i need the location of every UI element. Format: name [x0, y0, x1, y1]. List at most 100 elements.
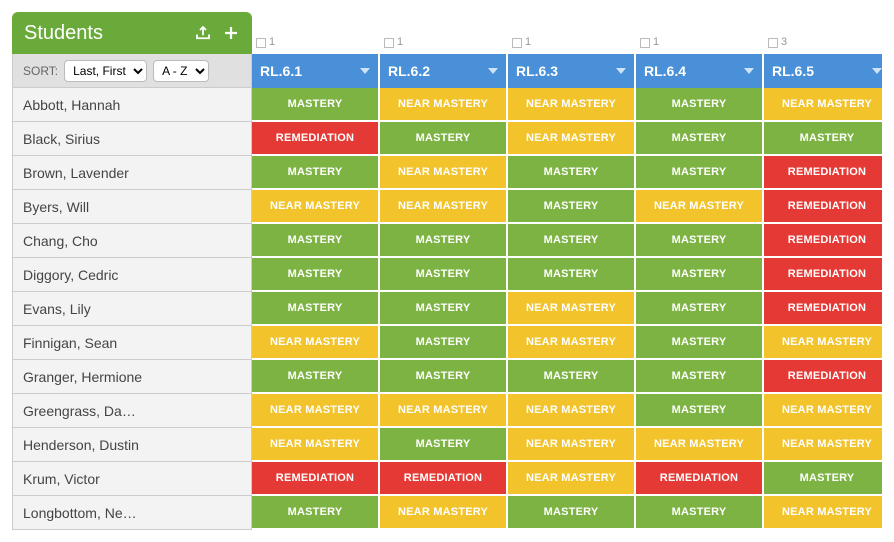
mastery-cell[interactable]: NEAR MASTERY [764, 326, 882, 360]
mastery-cell[interactable]: MASTERY [636, 496, 764, 530]
student-name-cell[interactable]: Chang, Cho [12, 224, 252, 258]
chevron-down-icon[interactable] [360, 68, 370, 74]
export-icon[interactable] [194, 24, 212, 42]
mastery-cell[interactable]: MASTERY [380, 360, 508, 394]
mastery-cell[interactable]: NEAR MASTERY [508, 394, 636, 428]
student-name-cell[interactable]: Evans, Lily [12, 292, 252, 326]
chevron-down-icon[interactable] [872, 68, 882, 74]
mastery-cell[interactable]: NEAR MASTERY [764, 394, 882, 428]
chevron-down-icon[interactable] [488, 68, 498, 74]
mastery-cell[interactable]: NEAR MASTERY [636, 190, 764, 224]
mastery-cell[interactable]: NEAR MASTERY [636, 428, 764, 462]
mastery-cell[interactable]: NEAR MASTERY [252, 394, 380, 428]
mastery-cell[interactable]: NEAR MASTERY [764, 496, 882, 530]
mastery-cell[interactable]: MASTERY [380, 326, 508, 360]
mastery-cell[interactable]: MASTERY [508, 190, 636, 224]
mastery-cell[interactable]: MASTERY [380, 258, 508, 292]
student-name-cell[interactable]: Granger, Hermione [12, 360, 252, 394]
mastery-cell[interactable]: MASTERY [764, 122, 882, 156]
mastery-cell[interactable]: NEAR MASTERY [508, 428, 636, 462]
checkbox-icon[interactable] [768, 38, 778, 48]
mastery-cell[interactable]: MASTERY [636, 360, 764, 394]
students-title: Students [24, 22, 103, 45]
student-name-cell[interactable]: Longbottom, Ne… [12, 496, 252, 530]
mastery-cell[interactable]: MASTERY [252, 496, 380, 530]
chevron-down-icon[interactable] [744, 68, 754, 74]
mastery-cell[interactable]: NEAR MASTERY [380, 496, 508, 530]
standard-header[interactable]: RL.6.3 [508, 54, 636, 88]
mastery-cell[interactable]: MASTERY [636, 224, 764, 258]
mastery-cell[interactable]: MASTERY [508, 258, 636, 292]
mastery-cell[interactable]: MASTERY [252, 360, 380, 394]
mastery-cell[interactable]: MASTERY [508, 496, 636, 530]
student-name-cell[interactable]: Black, Sirius [12, 122, 252, 156]
standard-header[interactable]: RL.6.1 [252, 54, 380, 88]
checkbox-icon[interactable] [512, 38, 522, 48]
mastery-cell[interactable]: MASTERY [508, 360, 636, 394]
mastery-cell[interactable]: NEAR MASTERY [252, 190, 380, 224]
checkbox-icon[interactable] [256, 38, 266, 48]
mastery-cell[interactable]: MASTERY [380, 428, 508, 462]
mastery-cell[interactable]: REMEDIATION [764, 360, 882, 394]
mastery-cell[interactable]: MASTERY [380, 224, 508, 258]
standard-header[interactable]: RL.6.2 [380, 54, 508, 88]
header-icons [194, 24, 240, 42]
standard-header[interactable]: RL.6.4 [636, 54, 764, 88]
mastery-cell[interactable]: MASTERY [252, 292, 380, 326]
checkbox-icon[interactable] [640, 38, 650, 48]
mastery-cell[interactable]: NEAR MASTERY [380, 394, 508, 428]
standard-header[interactable]: RL.6.5 [764, 54, 882, 88]
mastery-cell[interactable]: MASTERY [380, 292, 508, 326]
mastery-cell[interactable]: MASTERY [636, 122, 764, 156]
mastery-cell[interactable]: MASTERY [252, 258, 380, 292]
mastery-cell[interactable]: REMEDIATION [764, 224, 882, 258]
student-name-cell[interactable]: Greengrass, Da… [12, 394, 252, 428]
mastery-cell[interactable]: NEAR MASTERY [508, 122, 636, 156]
add-icon[interactable] [222, 24, 240, 42]
mastery-cell[interactable]: MASTERY [636, 88, 764, 122]
mastery-cell[interactable]: MASTERY [380, 122, 508, 156]
mastery-cell[interactable]: NEAR MASTERY [252, 326, 380, 360]
mastery-cell[interactable]: MASTERY [252, 224, 380, 258]
mastery-cell[interactable]: MASTERY [636, 258, 764, 292]
sort-field-select[interactable]: Last, First [64, 60, 147, 82]
mastery-cell[interactable]: REMEDIATION [764, 258, 882, 292]
mastery-cell[interactable]: MASTERY [636, 156, 764, 190]
student-name-cell[interactable]: Finnigan, Sean [12, 326, 252, 360]
mastery-cell[interactable]: REMEDIATION [252, 462, 380, 496]
mastery-cell[interactable]: REMEDIATION [252, 122, 380, 156]
mastery-cell[interactable]: NEAR MASTERY [508, 88, 636, 122]
students-column: Students SORT: Last, First [12, 12, 252, 530]
mastery-cell[interactable]: NEAR MASTERY [380, 88, 508, 122]
mastery-cell[interactable]: REMEDIATION [636, 462, 764, 496]
mastery-cell[interactable]: NEAR MASTERY [508, 326, 636, 360]
student-name-cell[interactable]: Byers, Will [12, 190, 252, 224]
mastery-cell[interactable]: NEAR MASTERY [764, 428, 882, 462]
mastery-cell[interactable]: MASTERY [636, 326, 764, 360]
mastery-cell[interactable]: NEAR MASTERY [508, 462, 636, 496]
student-name-cell[interactable]: Krum, Victor [12, 462, 252, 496]
mastery-cell[interactable]: MASTERY [508, 224, 636, 258]
mastery-cell[interactable]: REMEDIATION [380, 462, 508, 496]
checkbox-icon[interactable] [384, 38, 394, 48]
mastery-cell[interactable]: NEAR MASTERY [380, 156, 508, 190]
mastery-cell[interactable]: MASTERY [636, 394, 764, 428]
mastery-cell[interactable]: NEAR MASTERY [380, 190, 508, 224]
mastery-cell[interactable]: REMEDIATION [764, 156, 882, 190]
mastery-cell[interactable]: REMEDIATION [764, 292, 882, 326]
chevron-down-icon[interactable] [616, 68, 626, 74]
mastery-cell[interactable]: REMEDIATION [764, 190, 882, 224]
student-name-cell[interactable]: Brown, Lavender [12, 156, 252, 190]
mastery-cell[interactable]: MASTERY [252, 156, 380, 190]
student-name-cell[interactable]: Diggory, Cedric [12, 258, 252, 292]
student-name-cell[interactable]: Henderson, Dustin [12, 428, 252, 462]
mastery-cell[interactable]: MASTERY [252, 88, 380, 122]
mastery-cell[interactable]: MASTERY [508, 156, 636, 190]
mastery-cell[interactable]: NEAR MASTERY [764, 88, 882, 122]
mastery-cell[interactable]: MASTERY [764, 462, 882, 496]
mastery-cell[interactable]: MASTERY [636, 292, 764, 326]
sort-order-select[interactable]: A - Z [153, 60, 209, 82]
mastery-cell[interactable]: NEAR MASTERY [252, 428, 380, 462]
student-name-cell[interactable]: Abbott, Hannah [12, 88, 252, 122]
mastery-cell[interactable]: NEAR MASTERY [508, 292, 636, 326]
